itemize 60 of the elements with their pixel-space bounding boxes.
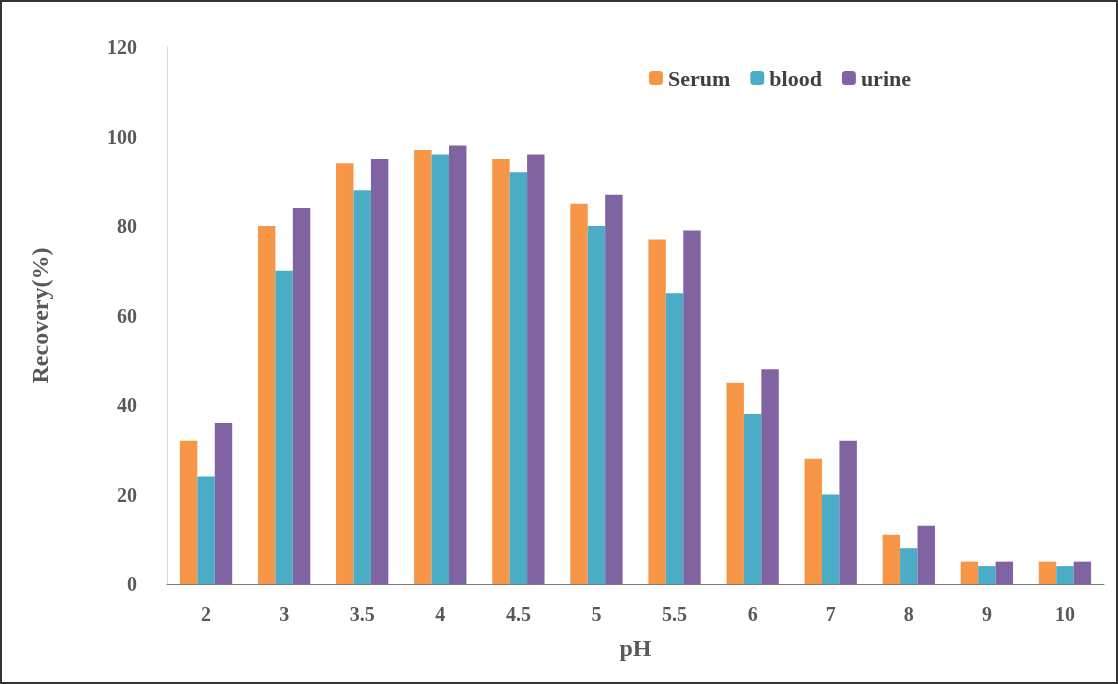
legend-label: blood	[769, 65, 822, 91]
y-tick-label: 120	[107, 36, 137, 58]
bar	[353, 190, 371, 584]
bar	[917, 525, 935, 584]
y-tick-label: 40	[117, 394, 137, 416]
bar	[605, 194, 623, 584]
bar	[275, 270, 293, 584]
bar	[336, 163, 354, 584]
bar	[821, 494, 840, 584]
bar	[683, 230, 701, 584]
y-tick-label: 60	[117, 304, 137, 327]
bar	[995, 561, 1014, 584]
bar	[761, 369, 779, 584]
x-tick-label: 2	[201, 603, 212, 625]
bar	[587, 226, 606, 584]
bar	[570, 203, 588, 584]
x-tick-label: 4	[435, 603, 446, 625]
bar	[197, 476, 215, 584]
bar	[726, 382, 744, 584]
bar	[527, 154, 545, 584]
y-tick-label: 0	[127, 573, 137, 595]
bar	[1038, 561, 1057, 584]
bar	[257, 226, 276, 584]
bar	[882, 534, 901, 584]
x-tick-label: 3.5	[349, 603, 375, 625]
bar	[214, 422, 233, 584]
y-tick-label: 100	[107, 125, 137, 148]
x-tick-label: 8	[903, 603, 914, 625]
bar	[179, 440, 198, 584]
bar	[900, 548, 918, 584]
bar	[960, 561, 979, 584]
x-tick-label: 10	[1054, 603, 1075, 625]
x-tick-label: 5.5	[662, 603, 688, 625]
y-axis-title: Recovery(%)	[27, 247, 53, 384]
bar	[1073, 561, 1092, 584]
bar	[1056, 566, 1074, 584]
x-axis-title: pH	[619, 635, 652, 661]
bar	[414, 149, 432, 584]
bar	[665, 293, 684, 584]
x-tick-label: 4.5	[505, 603, 531, 625]
legend-label: Serum	[667, 65, 731, 91]
x-tick-label: 7	[825, 603, 836, 625]
bar	[978, 566, 996, 584]
bar	[743, 413, 762, 584]
bar	[839, 440, 857, 584]
bar	[492, 158, 510, 584]
bar	[292, 208, 311, 584]
bar	[648, 239, 666, 584]
bar	[804, 458, 822, 584]
y-tick-label: 20	[117, 483, 137, 506]
bar	[431, 154, 450, 584]
bar	[449, 145, 467, 584]
bar	[370, 158, 389, 584]
x-tick-label: 6	[747, 603, 758, 625]
x-tick-label: 3	[279, 603, 290, 625]
x-tick-label: 5	[591, 603, 602, 625]
bar	[509, 172, 528, 584]
x-tick-label: 9	[981, 603, 992, 625]
y-tick-label: 80	[117, 215, 137, 237]
legend-label: urine	[860, 65, 912, 91]
